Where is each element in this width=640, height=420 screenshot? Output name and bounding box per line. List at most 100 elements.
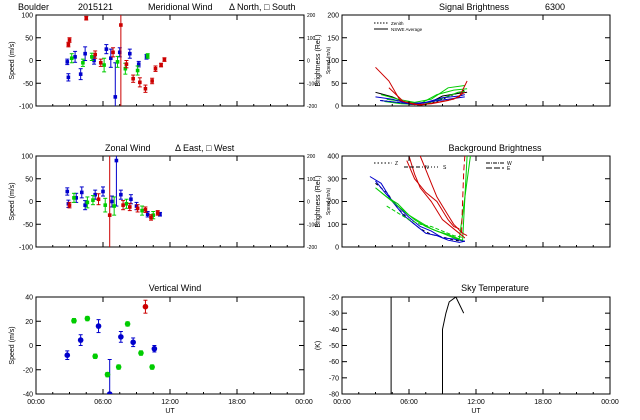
- data-point: [112, 204, 116, 208]
- data-point: [65, 60, 70, 64]
- data-point: [123, 66, 128, 71]
- data-point: [128, 205, 132, 209]
- data-point: [73, 55, 77, 59]
- data-point: [66, 42, 71, 47]
- data-point: [124, 201, 129, 206]
- data-point: [145, 212, 150, 217]
- data-point: [136, 62, 141, 66]
- plot-frame: [35, 296, 305, 395]
- y-right-axis-label: Speed (m/s): [326, 47, 332, 75]
- plot-frame: [35, 14, 305, 107]
- legend-label-w: W: [507, 161, 512, 167]
- y-right-tick-label: 0: [307, 59, 310, 65]
- data-point: [92, 353, 98, 360]
- y-right-axis-label: Speed (m/s): [326, 188, 332, 216]
- data-point: [155, 211, 160, 215]
- y-tick-label: 100: [21, 13, 33, 20]
- vertical-title: Vertical Wind: [149, 283, 202, 293]
- y-tick-label: 0: [29, 58, 33, 65]
- data-point: [103, 203, 108, 207]
- data-point: [142, 303, 149, 310]
- series-line-b2: [379, 96, 465, 106]
- data-point: [79, 190, 84, 195]
- data-point: [71, 317, 77, 324]
- y-tick-label: -30: [329, 311, 339, 318]
- data-point: [151, 213, 156, 217]
- zonal-legend: Δ East, □ West: [175, 143, 235, 153]
- data-point: [149, 364, 155, 370]
- y-right-tick-label: 100: [307, 36, 316, 42]
- y-right-tick-label: 200: [307, 154, 316, 160]
- series-line-g2: [380, 156, 471, 240]
- data-point: [67, 38, 72, 42]
- data-point: [66, 75, 71, 80]
- data-point: [90, 55, 94, 59]
- data-point: [151, 345, 158, 352]
- skytemp-panel: 00:00 06:00 12:00 18:00 00:00 UT -80 -70 -60 -50 -…: [315, 295, 619, 416]
- y-tick-label: -100: [19, 104, 33, 111]
- plot-frame: [341, 155, 611, 248]
- data-point: [115, 364, 122, 370]
- data-point: [67, 203, 72, 207]
- x-tick-label: 06:00: [400, 399, 418, 406]
- data-point: [140, 208, 144, 213]
- data-point: [119, 192, 123, 197]
- data-point: [84, 16, 89, 20]
- y-tick-label: -80: [329, 392, 339, 399]
- data-point: [91, 198, 95, 202]
- y-right-tick-label: 200: [307, 13, 316, 19]
- y-tick-label: 200: [327, 199, 339, 206]
- y-tick-label: 50: [25, 176, 33, 183]
- y-right-tick-label: 100: [307, 177, 316, 183]
- series-line-g1: [375, 156, 468, 241]
- data-point: [119, 23, 123, 27]
- data-point: [84, 315, 91, 322]
- y-tick-label: 0: [335, 104, 339, 111]
- y-tick-label: 20: [25, 319, 33, 326]
- data-point: [72, 196, 76, 200]
- data-point: [81, 60, 85, 65]
- site-label: Boulder: [18, 2, 49, 12]
- background-panel: 0 100 200 300 400 Brightness (Rel.) Z N S WE: [315, 154, 611, 252]
- data-point: [101, 189, 105, 194]
- y-tick-label: 0: [29, 343, 33, 350]
- y-tick-label: -40: [329, 327, 339, 334]
- y-tick-label: 50: [25, 35, 33, 42]
- data-point: [138, 350, 144, 356]
- y-tick-label: -50: [23, 222, 33, 229]
- legend-label-z: Z: [395, 161, 398, 167]
- y-tick-label: -60: [329, 359, 339, 366]
- data-point: [93, 192, 97, 197]
- y-tick-label: 0: [335, 245, 339, 252]
- data-point: [106, 391, 113, 394]
- data-point: [104, 47, 109, 51]
- data-point: [138, 80, 142, 85]
- data-point: [113, 95, 118, 99]
- legend-label-e: E: [507, 166, 511, 172]
- y-axis-label: Speed (m/s): [9, 182, 16, 220]
- data-point: [110, 199, 114, 204]
- x-tick-label: 00:00: [295, 399, 313, 406]
- plot-frame: [341, 296, 611, 395]
- data-point: [135, 68, 140, 73]
- data-point: [162, 57, 167, 62]
- y-right-tick-label: -200: [307, 245, 317, 251]
- meridional-panel: -100 -50 0 50 100 Speed (m/s) -200 -100 0 100 200 S…: [9, 13, 332, 111]
- signal-panel: 0 50 100 150 200 Brightness (Rel.) ZenithNSWE …: [315, 13, 611, 111]
- data-point: [104, 371, 111, 378]
- series-line-line2: [442, 297, 465, 394]
- series-line-r3: [406, 160, 460, 230]
- data-point: [93, 52, 97, 57]
- x-tick-label: 18:00: [534, 399, 552, 406]
- data-point: [115, 60, 120, 64]
- data-point: [124, 321, 131, 327]
- data-point: [121, 203, 125, 207]
- zonal-data: [65, 156, 162, 247]
- x-tick-label: 00:00: [333, 399, 351, 406]
- x-tick-label: 12:00: [161, 399, 179, 406]
- data-point: [153, 66, 158, 71]
- zonal-panel: -100 -50 0 50 100 Speed (m/s) -200 -100 0 100 200 S…: [9, 154, 332, 252]
- x-tick-label: 00:00: [601, 399, 619, 406]
- data-point: [150, 79, 154, 83]
- data-point: [129, 197, 133, 202]
